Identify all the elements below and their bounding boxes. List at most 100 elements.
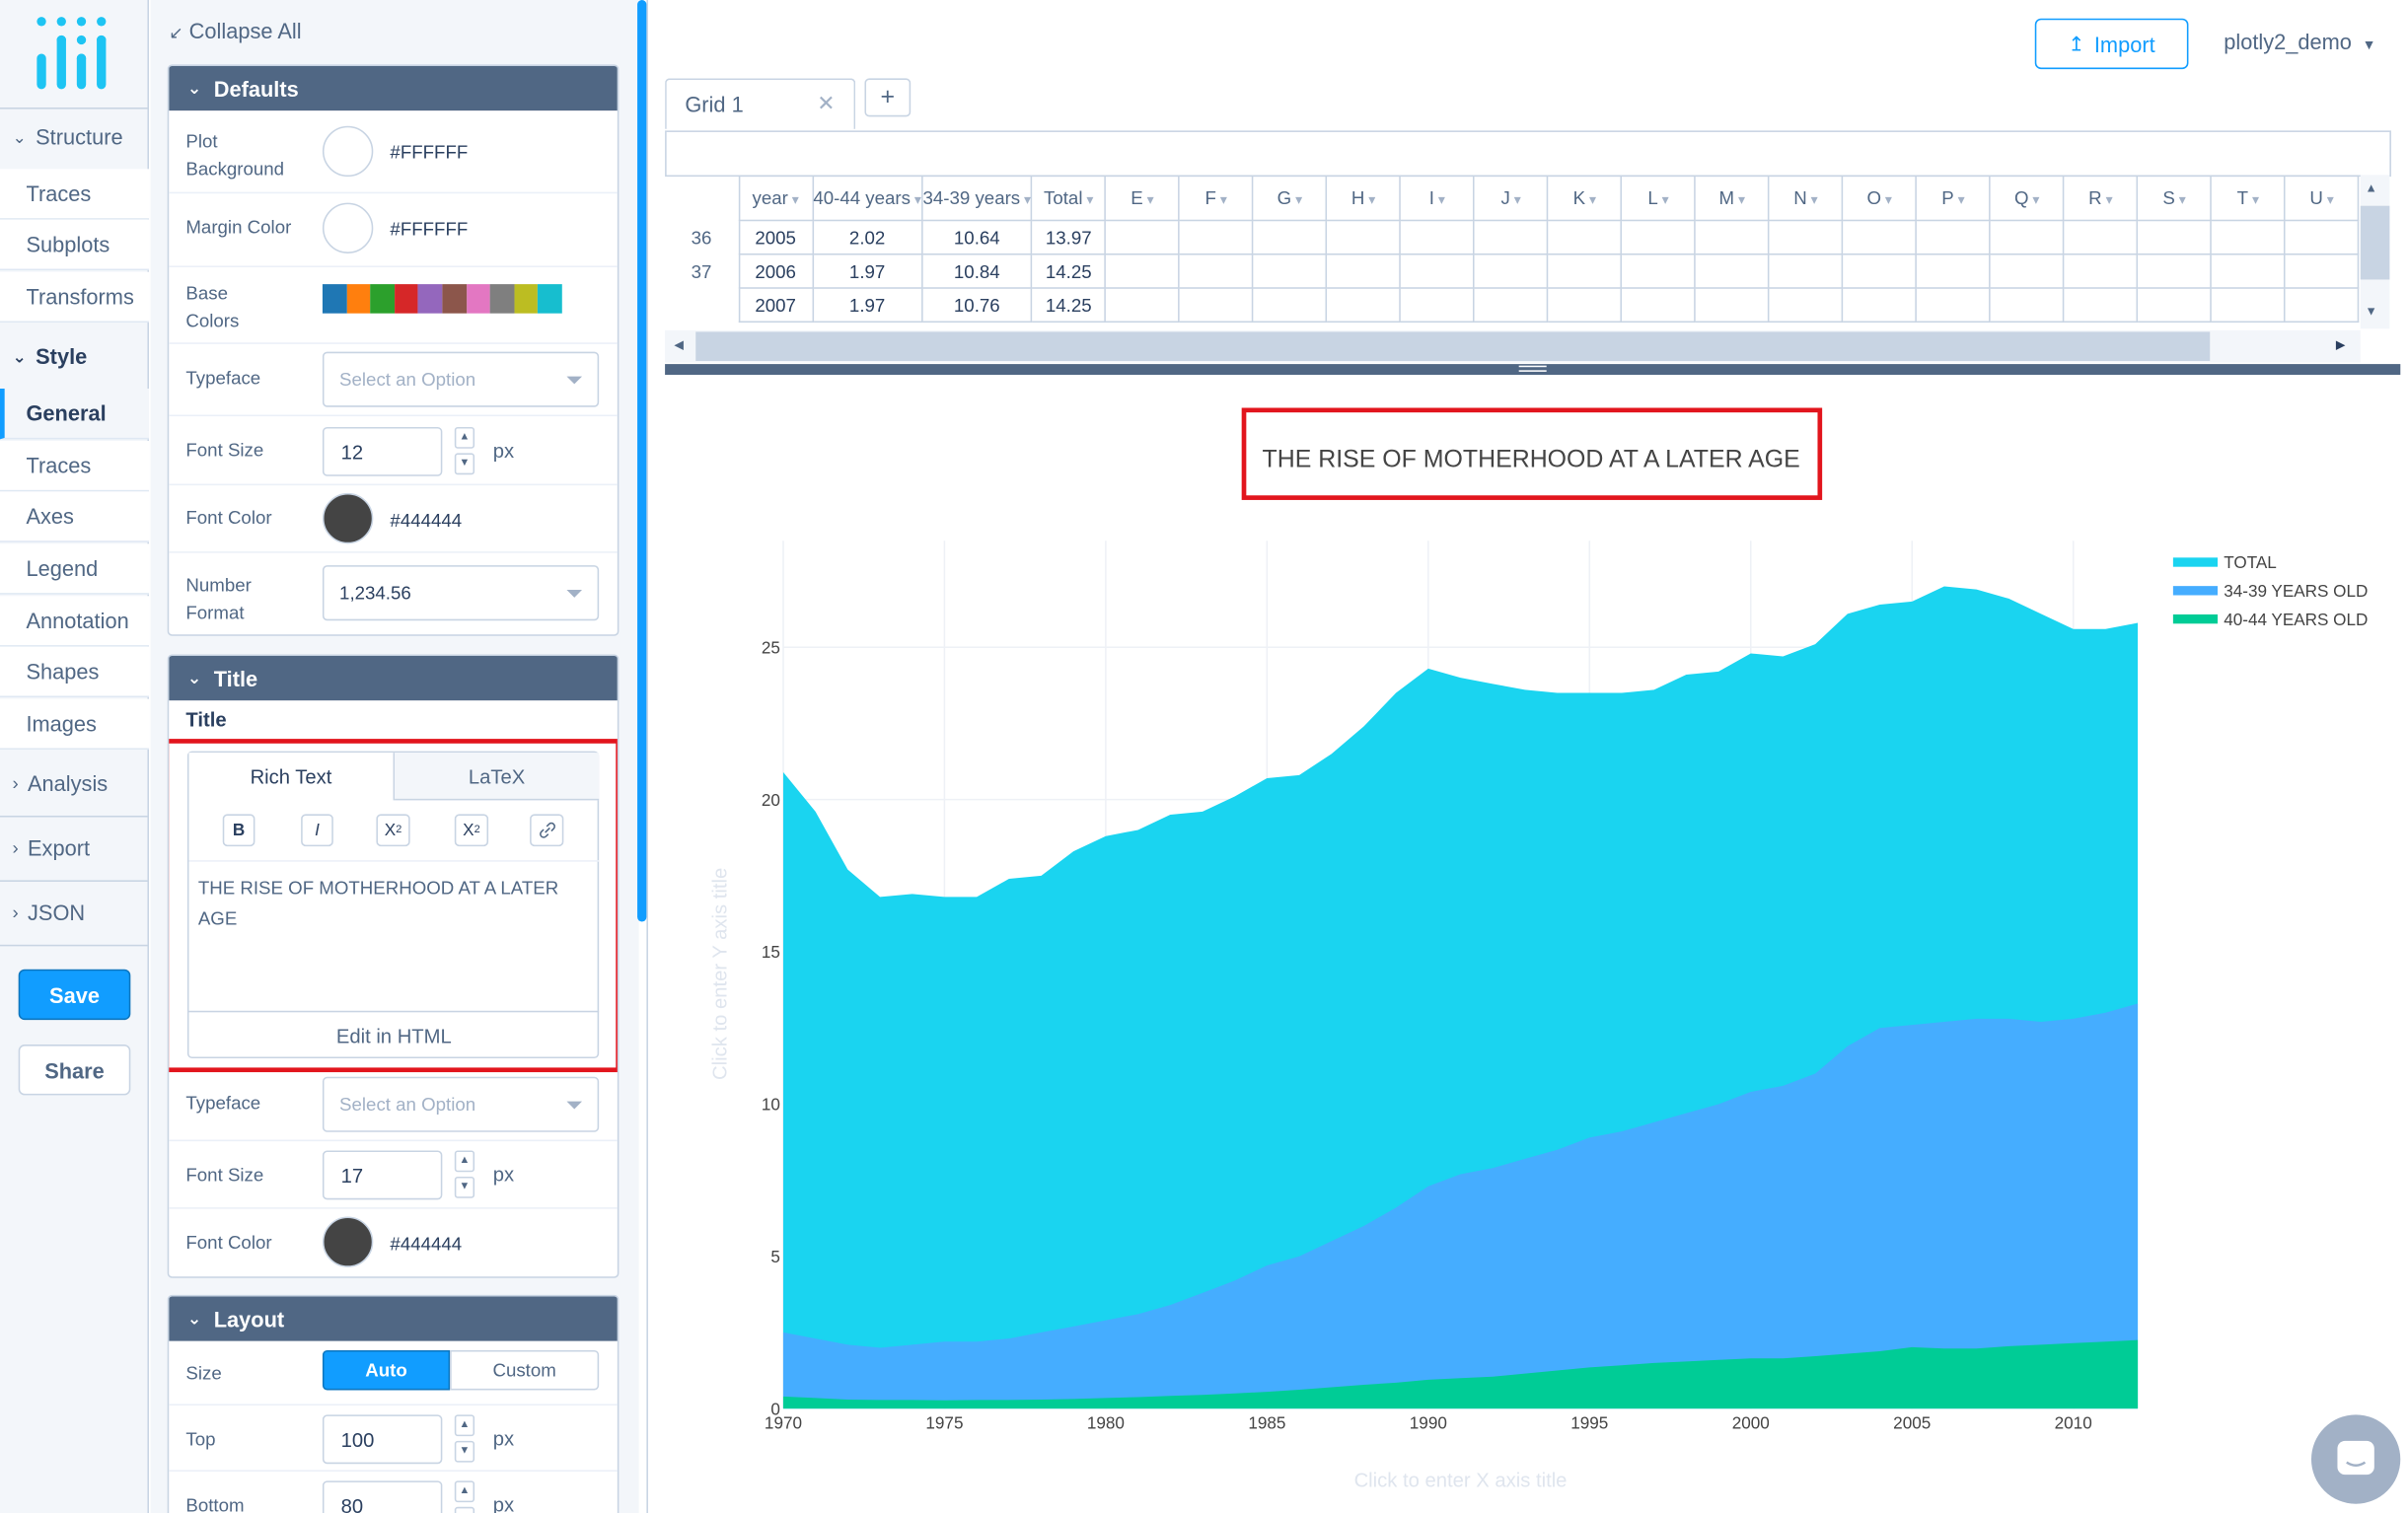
- column-header[interactable]: G ▾: [1252, 175, 1328, 222]
- column-header[interactable]: J ▾: [1473, 175, 1549, 222]
- column-menu-icon[interactable]: ▾: [1953, 191, 1965, 208]
- table-cell[interactable]: [1473, 252, 1549, 289]
- table-cell[interactable]: [1547, 219, 1623, 255]
- italic-button[interactable]: I: [301, 814, 333, 847]
- base-color-swatch[interactable]: [489, 284, 515, 314]
- bold-button[interactable]: B: [222, 814, 255, 847]
- title-font-size-input[interactable]: 17: [322, 1150, 443, 1200]
- table-cell[interactable]: [1326, 252, 1402, 289]
- table-cell[interactable]: [1399, 287, 1476, 324]
- column-menu-icon[interactable]: ▾: [1657, 191, 1669, 208]
- table-cell[interactable]: [1842, 219, 1918, 255]
- table-cell[interactable]: [1252, 252, 1328, 289]
- x-axis-title-placeholder[interactable]: Click to enter X axis title: [1354, 1471, 1568, 1492]
- column-header[interactable]: S ▾: [2136, 175, 2213, 222]
- table-cell[interactable]: [1104, 287, 1181, 324]
- column-menu-icon[interactable]: ▾: [1585, 191, 1597, 208]
- nav-item-style-traces[interactable]: Traces: [0, 440, 150, 492]
- nav-item-images[interactable]: Images: [0, 698, 150, 751]
- table-cell[interactable]: 14.25: [1031, 252, 1107, 289]
- table-cell[interactable]: 2007: [738, 287, 814, 324]
- column-header[interactable]: I ▾: [1399, 175, 1476, 222]
- scroll-thumb[interactable]: [2360, 205, 2390, 280]
- table-cell[interactable]: [1547, 252, 1623, 289]
- table-cell[interactable]: [2136, 252, 2213, 289]
- tab-rich-text[interactable]: Rich Text: [188, 753, 396, 801]
- grid-vertical-scrollbar[interactable]: ▲ ▼: [2360, 175, 2390, 329]
- base-color-swatch[interactable]: [346, 284, 371, 314]
- table-cell[interactable]: 14.25: [1031, 287, 1107, 324]
- table-cell[interactable]: 13.97: [1031, 219, 1107, 255]
- column-menu-icon[interactable]: ▾: [1364, 191, 1376, 208]
- scroll-down-icon[interactable]: ▼: [2365, 304, 2377, 319]
- column-header[interactable]: L ▾: [1620, 175, 1697, 222]
- table-cell[interactable]: [1178, 252, 1254, 289]
- base-color-swatch[interactable]: [466, 284, 490, 314]
- table-cell[interactable]: [2210, 287, 2287, 324]
- column-menu-icon[interactable]: ▾: [1291, 191, 1303, 208]
- column-menu-icon[interactable]: ▾: [1142, 191, 1154, 208]
- number-format-dropdown[interactable]: 1,234.56: [322, 565, 600, 621]
- nav-group-analysis[interactable]: › Analysis: [0, 766, 149, 800]
- table-cell[interactable]: [1104, 219, 1181, 255]
- column-menu-icon[interactable]: ▾: [2028, 191, 2040, 208]
- table-cell[interactable]: [1989, 219, 2065, 255]
- legend-swatch[interactable]: [2172, 586, 2219, 596]
- nav-item-subplots[interactable]: Subplots: [0, 219, 150, 271]
- column-header[interactable]: 34-39 years ▾: [920, 175, 1033, 222]
- column-header[interactable]: 40-44 years ▾: [811, 175, 923, 222]
- base-colors-palette[interactable]: [322, 284, 562, 314]
- area-series-40-44-years-old[interactable]: [782, 1339, 2139, 1409]
- column-menu-icon[interactable]: ▾: [2248, 191, 2260, 208]
- chat-widget-button[interactable]: [2310, 1414, 2401, 1504]
- legend-swatch[interactable]: [2172, 613, 2219, 624]
- bottom-margin-input[interactable]: 80: [322, 1480, 443, 1513]
- decrement-icon[interactable]: ▼: [454, 1506, 475, 1513]
- table-cell[interactable]: [1842, 252, 1918, 289]
- table-cell[interactable]: 1.97: [811, 287, 923, 324]
- scroll-right-icon[interactable]: ▶: [2335, 337, 2346, 352]
- column-header[interactable]: Q ▾: [1989, 175, 2065, 222]
- nav-item-legend[interactable]: Legend: [0, 543, 150, 595]
- size-auto-button[interactable]: Auto: [322, 1349, 451, 1391]
- table-cell[interactable]: 2005: [738, 219, 814, 255]
- table-cell[interactable]: [2210, 252, 2287, 289]
- title-text-editor[interactable]: THE RISE OF MOTHERHOOD AT A LATER AGE: [197, 877, 559, 930]
- column-menu-icon[interactable]: ▾: [1806, 191, 1818, 208]
- column-menu-icon[interactable]: ▾: [1509, 191, 1521, 208]
- column-header[interactable]: O ▾: [1842, 175, 1918, 222]
- nav-item-traces[interactable]: Traces: [0, 169, 150, 220]
- top-margin-stepper[interactable]: ▲ ▼: [454, 1414, 475, 1464]
- scroll-left-icon[interactable]: ◀: [674, 337, 685, 352]
- table-cell[interactable]: [1768, 252, 1844, 289]
- close-icon[interactable]: ✕: [817, 90, 836, 115]
- nav-item-shapes[interactable]: Shapes: [0, 646, 150, 698]
- size-custom-button[interactable]: Custom: [450, 1349, 600, 1391]
- legend-label[interactable]: 34-39 YEARS OLD: [2224, 582, 2368, 601]
- chart-areas[interactable]: [782, 586, 2139, 1409]
- increment-icon[interactable]: ▲: [454, 426, 475, 449]
- title-header[interactable]: ⌄ Title: [169, 656, 618, 701]
- table-cell[interactable]: [1399, 252, 1476, 289]
- column-menu-icon[interactable]: ▾: [2101, 191, 2113, 208]
- table-cell[interactable]: [2284, 219, 2360, 255]
- tab-grid-1[interactable]: Grid 1 ✕: [665, 78, 856, 129]
- y-axis-title-placeholder[interactable]: Click to enter Y axis title: [709, 868, 731, 1080]
- chart-title[interactable]: THE RISE OF MOTHERHOOD AT A LATER AGE: [1263, 445, 1800, 472]
- resize-handle[interactable]: [665, 364, 2401, 376]
- table-cell[interactable]: [1620, 252, 1697, 289]
- column-header[interactable]: N ▾: [1768, 175, 1844, 222]
- legend-label[interactable]: TOTAL: [2224, 553, 2277, 572]
- table-cell[interactable]: [1104, 252, 1181, 289]
- column-menu-icon[interactable]: ▾: [2322, 191, 2334, 208]
- nav-group-export[interactable]: › Export: [0, 831, 149, 865]
- table-cell[interactable]: 10.76: [920, 287, 1033, 324]
- column-header[interactable]: H ▾: [1326, 175, 1402, 222]
- column-header[interactable]: Total ▾: [1031, 175, 1107, 222]
- base-color-swatch[interactable]: [394, 284, 419, 314]
- scroll-up-icon[interactable]: ▲: [2365, 180, 2377, 195]
- add-grid-button[interactable]: +: [864, 78, 912, 117]
- table-cell[interactable]: [2284, 252, 2360, 289]
- edit-in-html-button[interactable]: Edit in HTML: [188, 1010, 600, 1058]
